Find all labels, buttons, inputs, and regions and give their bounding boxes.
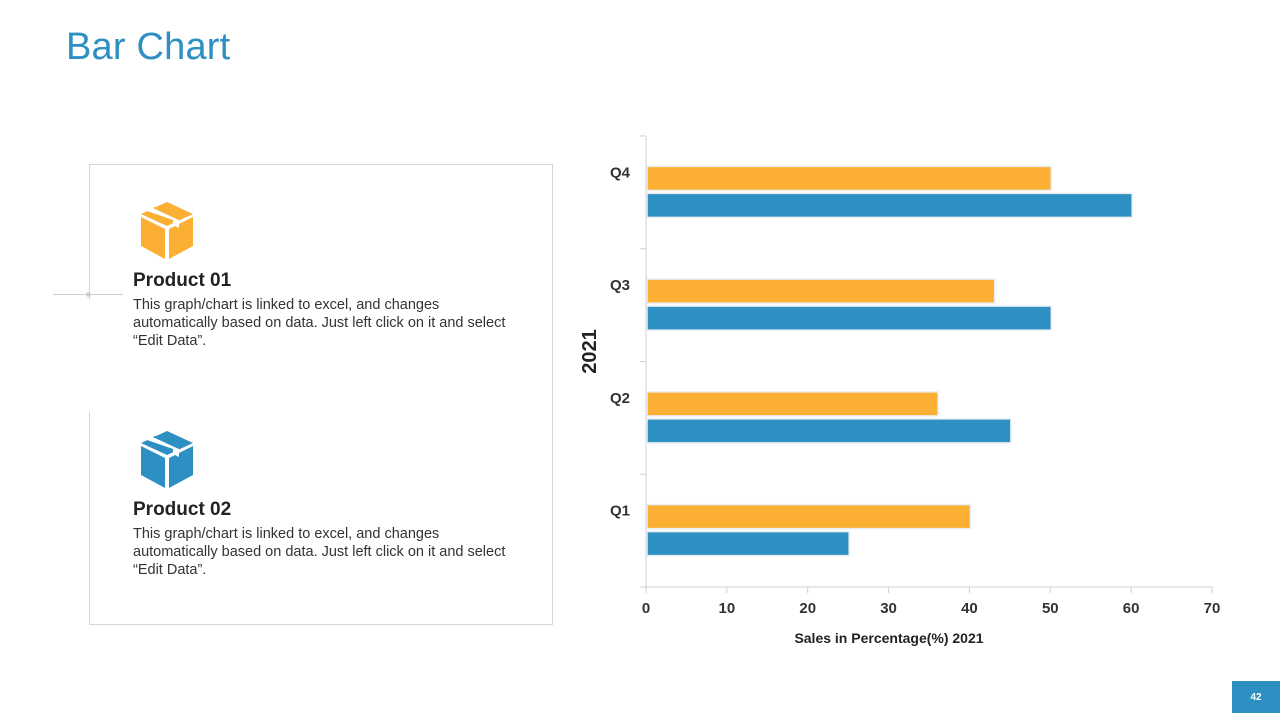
- bar-q3-2: [646, 305, 1053, 331]
- bar-q1-1: [646, 503, 972, 530]
- x-tick-label: 10: [719, 600, 736, 617]
- bar-q1-2: [646, 530, 850, 557]
- product-description: This graph/chart is linked to excel, and…: [133, 526, 506, 578]
- box-icon: [141, 202, 193, 259]
- bar-q4-2: [646, 192, 1133, 219]
- page-title: Bar Chart: [66, 26, 231, 68]
- bar-q4-1: [646, 165, 1053, 192]
- bar-chart: 0 10 20 30 40 50 60 70 Q1 Q2 Q3 Q4 Sales in Percenta…: [560, 120, 1250, 660]
- category-label: Q2: [610, 390, 630, 407]
- category-label: Q4: [610, 164, 631, 181]
- product-name: Product 02: [133, 499, 232, 520]
- product-description: This graph/chart is linked to excel, and…: [133, 297, 506, 349]
- product-item-1: Product 01 This graph/chart is linked to…: [133, 198, 533, 350]
- x-tick-label: 40: [961, 600, 978, 617]
- bar-q2-2: [646, 418, 1012, 444]
- category-label: Q1: [610, 503, 630, 520]
- bar-q2-1: [646, 391, 939, 417]
- y-axis-title: 2021: [579, 329, 601, 374]
- x-tick-label: 30: [880, 600, 897, 617]
- product-card-frame: [89, 164, 553, 625]
- page-number: 42: [1232, 681, 1280, 713]
- product-name: Product 01: [133, 270, 232, 291]
- x-tick-label: 20: [799, 600, 816, 617]
- bar-q3-1: [646, 278, 996, 304]
- x-tick-label: 0: [642, 600, 650, 617]
- product-item-2: Product 02 This graph/chart is linked to…: [133, 427, 533, 579]
- x-tick-label: 50: [1042, 600, 1059, 617]
- connector-dot: [86, 292, 91, 297]
- x-axis-title: Sales in Percentage(%) 2021: [794, 630, 983, 646]
- x-tick-label: 60: [1123, 600, 1140, 617]
- box-icon: [141, 431, 193, 488]
- category-label: Q3: [610, 277, 630, 294]
- chart-svg: 0 10 20 30 40 50 60 70 Q1 Q2 Q3 Q4 Sales in Percenta…: [579, 135, 1221, 646]
- x-tick-label: 70: [1204, 600, 1221, 617]
